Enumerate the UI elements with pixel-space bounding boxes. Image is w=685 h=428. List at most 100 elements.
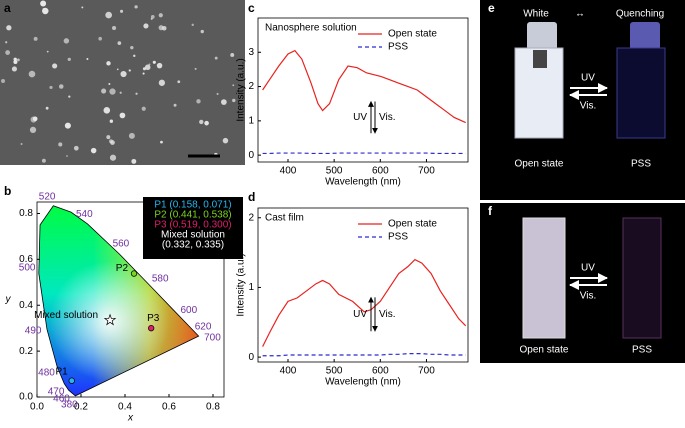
particle <box>29 71 36 78</box>
photo-label: UV <box>581 263 595 274</box>
panel-label: a <box>4 1 11 15</box>
point-label: P3 <box>147 313 160 324</box>
particle <box>159 25 164 30</box>
particle <box>64 38 69 43</box>
particle <box>230 53 234 57</box>
particle <box>221 99 227 105</box>
point-marker <box>148 325 154 331</box>
particle <box>52 63 57 68</box>
legend-label: PSS <box>388 232 408 243</box>
particle <box>58 142 62 146</box>
panel-label: c <box>248 1 255 15</box>
y-tick-label: 0.8 <box>19 208 33 219</box>
particle <box>120 113 126 119</box>
legend-label: Open state <box>388 219 437 230</box>
particle <box>134 5 137 8</box>
y-tick-label: 0.0 <box>19 392 33 403</box>
y-tick-label: 0 <box>248 150 254 161</box>
particle <box>5 41 7 43</box>
particle <box>68 96 70 98</box>
point-label: P2 <box>116 263 129 274</box>
particle <box>105 12 112 19</box>
particle <box>74 146 79 151</box>
particle <box>129 133 135 139</box>
photo-label: UV <box>581 73 595 84</box>
particle <box>14 58 17 61</box>
wavelength-label: 580 <box>152 273 169 284</box>
film-pss <box>623 218 661 338</box>
photo-label: Vis. <box>580 291 597 302</box>
particle <box>160 141 163 144</box>
particle <box>106 61 110 65</box>
y-tick-label: 1 <box>248 115 254 126</box>
particle <box>59 84 64 89</box>
annotation: UV <box>353 309 367 320</box>
chart-title: Cast film <box>265 213 304 224</box>
y-tick-label: 2 <box>248 81 254 92</box>
photo-label: Open state <box>515 159 564 170</box>
panel-label: e <box>488 1 495 15</box>
particle <box>199 120 203 124</box>
wavelength-label: 520 <box>39 191 56 202</box>
panel-label: d <box>248 190 255 204</box>
x-tick-label: 0.0 <box>30 402 44 413</box>
particle <box>42 159 46 163</box>
y-tick-label: 1 <box>248 282 254 293</box>
legend-label: (0.332, 0.335) <box>162 240 224 251</box>
particle <box>131 159 136 164</box>
particle <box>5 50 10 55</box>
film-open <box>523 218 565 338</box>
particle <box>192 24 194 26</box>
x-tick-label: 400 <box>280 366 297 377</box>
particle <box>129 69 131 71</box>
particle <box>47 51 49 53</box>
particle <box>120 10 123 13</box>
point-label: P1 <box>56 366 69 377</box>
series-line <box>263 354 466 356</box>
wavelength-label: 560 <box>113 238 130 249</box>
particle <box>174 104 177 107</box>
particle <box>30 127 36 133</box>
particle <box>33 117 38 122</box>
photo-label: White <box>523 9 549 20</box>
x-tick-label: 600 <box>372 366 389 377</box>
particle <box>68 58 71 61</box>
photo-label: Vis. <box>580 101 597 112</box>
particle <box>215 57 218 60</box>
y-tick-label: 0.6 <box>19 254 33 265</box>
particle <box>65 123 71 129</box>
x-tick-label: 0.8 <box>206 402 220 413</box>
wavelength-label: 700 <box>204 333 221 344</box>
particle <box>223 138 228 143</box>
particle <box>109 88 115 94</box>
particle <box>101 89 106 94</box>
photo-label: Quenching <box>616 9 664 20</box>
particle <box>143 23 148 28</box>
y-axis-label: Intensity (a.u.) <box>236 58 247 121</box>
wavelength-label: 600 <box>180 305 197 316</box>
particle <box>34 37 38 41</box>
y-tick-label: 2 <box>248 212 254 223</box>
particle <box>108 83 110 85</box>
particle <box>159 13 163 17</box>
series-line <box>263 260 466 347</box>
particle <box>110 120 113 123</box>
particle <box>159 80 165 86</box>
particle <box>103 107 110 114</box>
particle <box>91 148 97 154</box>
photo-label: PSS <box>631 159 651 170</box>
x-tick-label: 0.6 <box>162 402 176 413</box>
particle <box>112 26 116 30</box>
particle <box>195 68 197 70</box>
x-axis-label: Wavelength (nm) <box>325 177 401 188</box>
particle <box>40 0 46 6</box>
particle <box>151 18 153 20</box>
x-tick-label: 0.2 <box>74 402 88 413</box>
particle <box>86 58 88 60</box>
chart-title: Nanosphere solution <box>265 23 357 34</box>
point-marker <box>69 378 75 384</box>
x-axis-label: Wavelength (nm) <box>325 377 401 388</box>
particle <box>142 107 146 111</box>
wavelength-label: 490 <box>25 325 42 336</box>
